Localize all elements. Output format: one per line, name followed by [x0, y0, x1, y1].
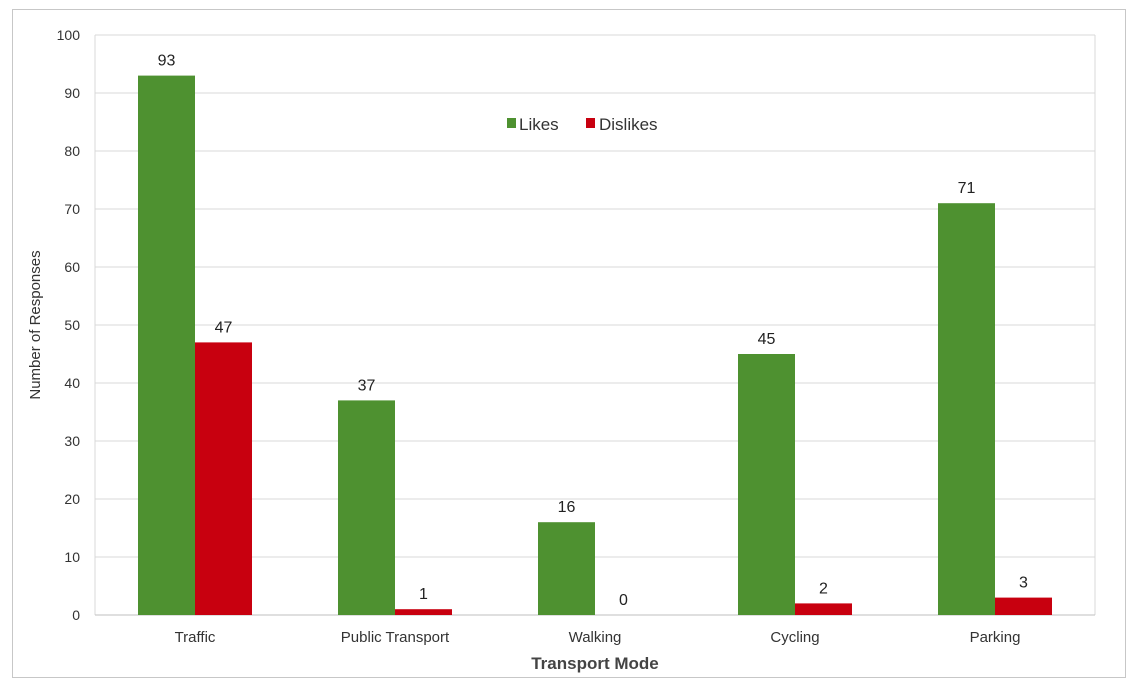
- data-label-dislikes-public-transport: 1: [419, 586, 428, 603]
- y-tick-label-40: 40: [64, 375, 80, 391]
- y-tick-label-30: 30: [64, 433, 80, 449]
- y-tick-label-90: 90: [64, 85, 80, 101]
- legend-swatch-likes: [507, 118, 516, 128]
- y-axis-title: Number of Responses: [27, 250, 44, 399]
- legend-label-dislikes: Dislikes: [599, 115, 658, 134]
- bar-likes-public-transport: [338, 400, 395, 615]
- x-tick-label-traffic: Traffic: [175, 629, 216, 646]
- x-tick-label-walking: Walking: [569, 629, 622, 646]
- bar-dislikes-traffic: [195, 342, 252, 615]
- y-tick-label-80: 80: [64, 143, 80, 159]
- bar-dislikes-cycling: [795, 603, 852, 615]
- y-tick-label-10: 10: [64, 549, 80, 565]
- bar-likes-parking: [938, 203, 995, 615]
- data-label-dislikes-parking: 3: [1019, 575, 1028, 592]
- bar-likes-cycling: [738, 354, 795, 615]
- data-label-dislikes-walking: 0: [619, 592, 628, 609]
- data-label-dislikes-traffic: 47: [215, 319, 233, 336]
- x-axis-title: Transport Mode: [531, 654, 659, 673]
- bar-likes-traffic: [138, 76, 195, 615]
- legend-label-likes: Likes: [519, 115, 559, 134]
- bar-likes-walking: [538, 522, 595, 615]
- data-label-likes-walking: 16: [558, 499, 576, 516]
- bar-dislikes-parking: [995, 598, 1052, 615]
- legend-swatch-dislikes: [586, 118, 595, 128]
- data-label-dislikes-cycling: 2: [819, 580, 828, 597]
- bar-dislikes-public-transport: [395, 609, 452, 615]
- x-tick-label-public-transport: Public Transport: [341, 629, 450, 646]
- x-tick-label-parking: Parking: [970, 629, 1021, 646]
- x-tick-label-cycling: Cycling: [770, 629, 819, 646]
- y-tick-label-20: 20: [64, 491, 80, 507]
- data-label-likes-public-transport: 37: [358, 377, 376, 394]
- y-tick-label-60: 60: [64, 259, 80, 275]
- y-tick-label-100: 100: [57, 27, 81, 43]
- y-tick-label-50: 50: [64, 317, 80, 333]
- data-label-likes-cycling: 45: [758, 331, 776, 348]
- legend: Likes Dislikes: [507, 115, 658, 134]
- data-label-likes-traffic: 93: [158, 53, 176, 70]
- y-tick-label-70: 70: [64, 201, 80, 217]
- bars: [138, 76, 1052, 615]
- y-tick-label-0: 0: [72, 607, 80, 623]
- data-label-likes-parking: 71: [958, 180, 976, 197]
